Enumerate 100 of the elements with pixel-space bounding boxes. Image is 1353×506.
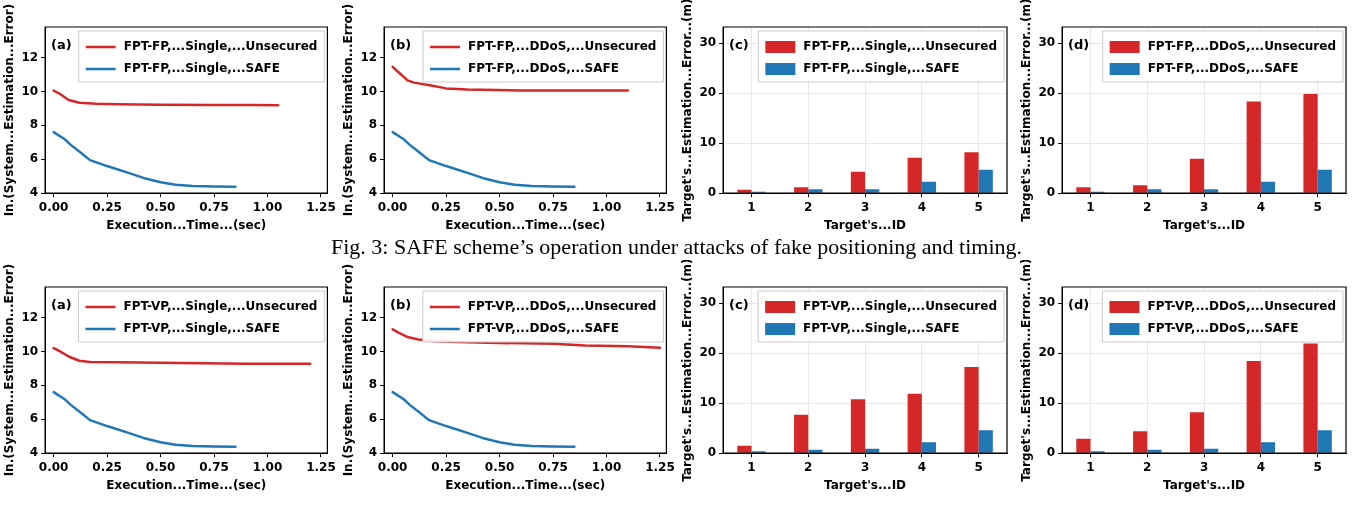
- y-tick-label: 10: [699, 395, 717, 410]
- y-tick-label: 6: [29, 151, 39, 166]
- legend-label: FPT-VP,...Single,...SAFE: [123, 321, 280, 336]
- bar: [1303, 94, 1318, 193]
- y-tick-label: 12: [360, 309, 378, 324]
- bar: [1147, 189, 1162, 193]
- bar: [1076, 438, 1091, 453]
- bar: [1076, 187, 1091, 193]
- bar: [808, 449, 823, 453]
- legend-label: FPT-VP,...Single,...SAFE: [803, 321, 960, 336]
- legend-label: FPT-VP,...Single,...Unsecured: [803, 299, 998, 314]
- x-axis-title: Target's...ID: [824, 217, 907, 232]
- legend-label: FPT-FP,...DDoS,...Unsecured: [1147, 39, 1337, 54]
- y-tick-label: 20: [1038, 85, 1056, 100]
- x-tick-label: 0.50: [145, 459, 176, 474]
- x-tick-label: 0.00: [38, 459, 69, 474]
- bar: [1260, 181, 1276, 193]
- bar: [1204, 448, 1219, 453]
- y-tick-label: 30: [699, 35, 717, 50]
- y-tick-label: 0: [1046, 185, 1056, 200]
- bar: [1189, 412, 1205, 453]
- y-tick-label: 8: [29, 377, 39, 392]
- y-tick-label: 10: [360, 343, 378, 358]
- legend-label: FPT-FP,...DDoS,...SAFE: [1147, 61, 1299, 76]
- x-axis-title: Target's...ID: [1163, 217, 1246, 232]
- x-tick-label: 0.50: [145, 199, 176, 214]
- x-tick-label: 0.25: [92, 459, 122, 474]
- y-tick-label: 20: [699, 345, 717, 360]
- x-tick-label: 1.25: [306, 459, 336, 474]
- y-tick-label: 20: [1038, 345, 1056, 360]
- x-tick-label: 1: [747, 459, 756, 474]
- x-tick-label: 5: [974, 459, 983, 474]
- x-tick-label: 0.25: [92, 199, 122, 214]
- x-axis-title: Target's...ID: [824, 477, 907, 492]
- bar: [865, 189, 880, 193]
- bar: [1246, 101, 1261, 193]
- bar: [964, 152, 979, 193]
- text: (c): [729, 36, 749, 52]
- x-tick-label: 4: [917, 199, 927, 214]
- bar: [794, 414, 809, 453]
- x-tick-label: 3: [1199, 199, 1209, 214]
- x-tick-label: 2: [804, 199, 813, 214]
- x-tick-label: 0.50: [484, 459, 515, 474]
- y-tick-label: 0: [1046, 445, 1056, 460]
- y-tick-label: 10: [1038, 135, 1056, 150]
- bar: [921, 181, 937, 193]
- x-tick-label: 5: [1313, 199, 1322, 214]
- x-tick-label: 0.25: [431, 199, 461, 214]
- y-tick-label: 20: [699, 85, 717, 100]
- y-axis-title: Target's...Estimation...Error...(m): [680, 0, 695, 222]
- y-axis-title: Target's...Estimation...Error...(m): [1019, 258, 1034, 482]
- bar: [850, 171, 866, 193]
- x-tick-label: 1: [1086, 459, 1095, 474]
- bar: [808, 189, 823, 193]
- x-tick-label: 2: [804, 459, 813, 474]
- text: (b): [390, 296, 412, 312]
- y-tick-label: 30: [1038, 35, 1056, 50]
- text: (a): [51, 296, 72, 312]
- legend-label: FPT-VP,...DDoS,...Unsecured: [467, 299, 657, 314]
- y-axis-title: Target's...Estimation...Error...(m): [1019, 0, 1034, 222]
- y-tick-label: 6: [29, 411, 39, 426]
- x-tick-label: 4: [917, 459, 927, 474]
- x-axis-title: Execution...Time...(sec): [445, 477, 606, 492]
- bar: [737, 189, 752, 193]
- x-tick-label: 0.00: [377, 459, 408, 474]
- text: (d): [1068, 296, 1090, 312]
- y-axis-title: In.(System...Estimation...Error): [341, 3, 356, 217]
- x-axis-title: Execution...Time...(sec): [106, 477, 267, 492]
- x-tick-label: 1.25: [645, 199, 675, 214]
- text: (d): [1068, 36, 1090, 52]
- x-tick-label: 1.25: [306, 199, 336, 214]
- y-tick-label: 8: [368, 117, 378, 132]
- text: (c): [729, 296, 749, 312]
- y-tick-label: 10: [21, 343, 39, 358]
- y-tick-label: 4: [29, 445, 39, 460]
- y-tick-label: 10: [21, 83, 39, 98]
- legend-label: FPT-FP,...Single,...Unsecured: [803, 39, 998, 54]
- text: (a): [51, 36, 72, 52]
- x-axis-title: Execution...Time...(sec): [106, 217, 267, 232]
- x-tick-label: 4: [1256, 459, 1266, 474]
- y-tick-label: 0: [707, 445, 717, 460]
- y-tick-label: 8: [368, 377, 378, 392]
- y-tick-label: 30: [699, 295, 717, 310]
- x-tick-label: 0.25: [431, 459, 461, 474]
- legend-label: FPT-VP,...DDoS,...SAFE: [1147, 321, 1299, 336]
- caption: Fig. 3: SAFE scheme’s operation under attacks of fake positioning and timing.: [329, 234, 1024, 260]
- x-tick-label: 1: [747, 199, 756, 214]
- legend-label: FPT-FP,...Single,...SAFE: [803, 61, 960, 76]
- legend-label: FPT-FP,...DDoS,...Unsecured: [468, 39, 657, 54]
- x-tick-label: 5: [974, 199, 983, 214]
- bar: [921, 442, 937, 453]
- bar: [1317, 169, 1332, 193]
- y-axis-title: In.(System...Estimation...Error): [341, 263, 356, 477]
- legend-label: FPT-FP,...DDoS,...SAFE: [468, 61, 619, 76]
- legend-label: FPT-FP,...Single,...SAFE: [123, 61, 280, 76]
- bar: [865, 448, 880, 453]
- bar: [1133, 431, 1148, 453]
- bar: [1204, 189, 1219, 193]
- bar: [978, 430, 993, 453]
- x-tick-label: 2: [1143, 459, 1152, 474]
